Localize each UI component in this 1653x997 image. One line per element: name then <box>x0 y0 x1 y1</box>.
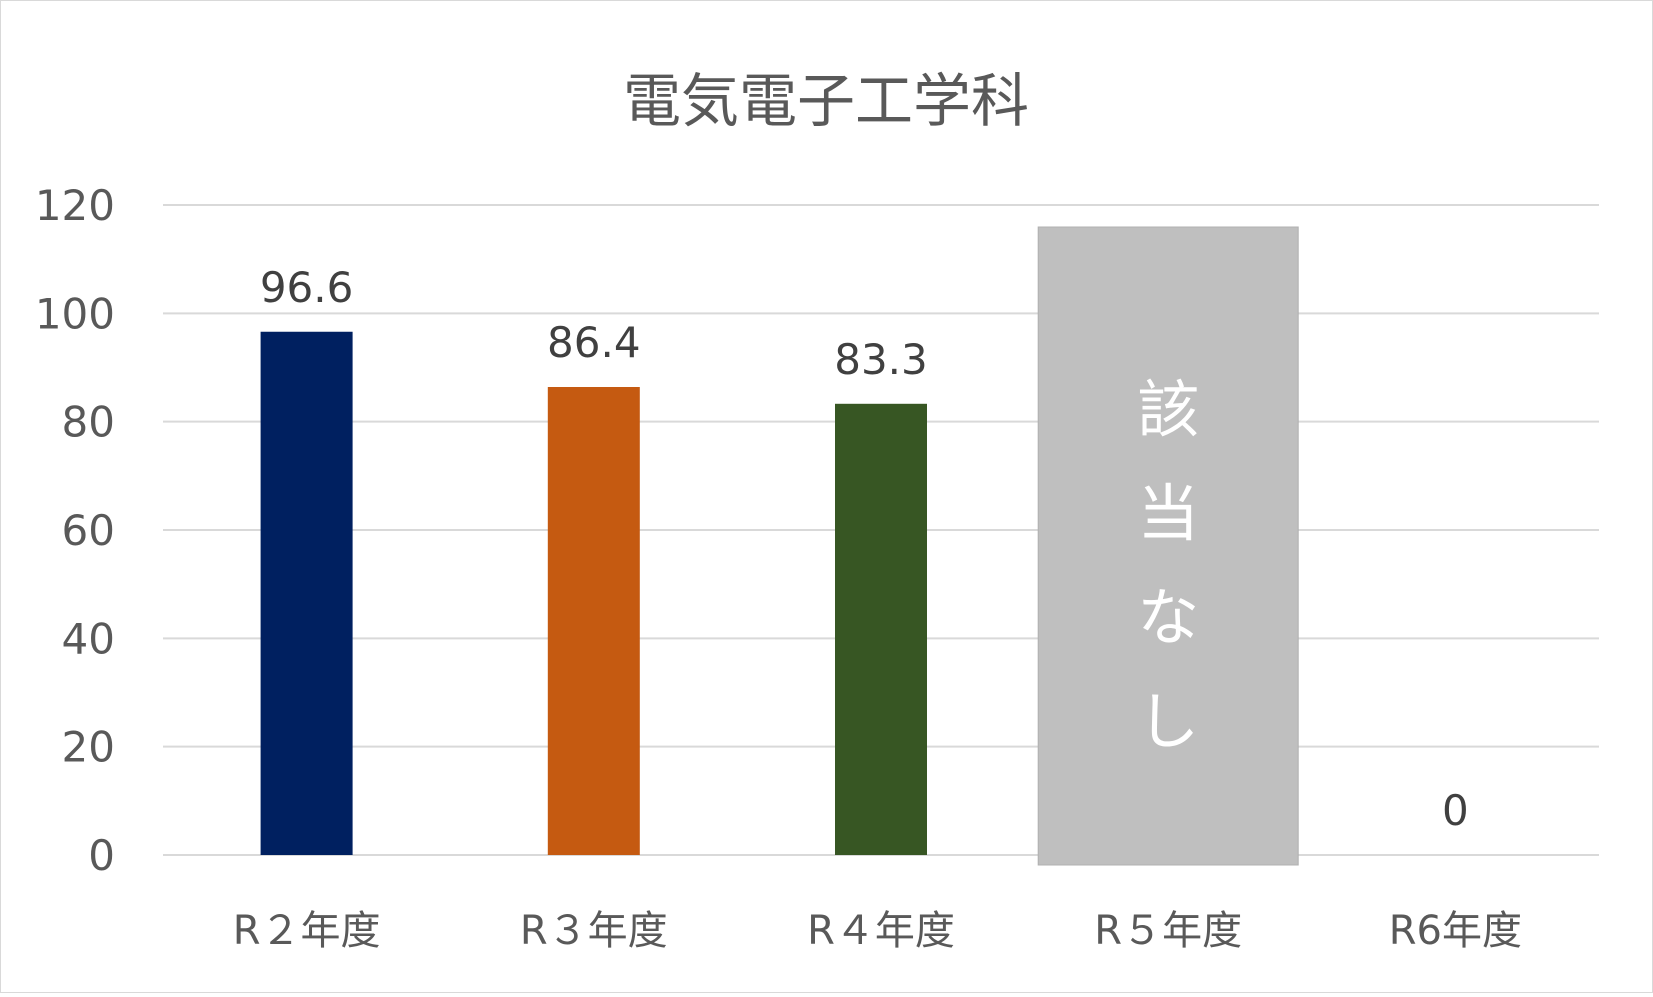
y-tick-label: 80 <box>62 398 115 447</box>
y-tick-label: 120 <box>35 181 115 230</box>
y-tick-label: 100 <box>35 289 115 338</box>
x-axis-labels: R２年度 R３年度 R４年度 R５年度 R6年度 <box>233 908 1522 954</box>
data-label: 0 <box>1442 786 1469 835</box>
bar-1 <box>547 387 640 855</box>
y-axis-ticks: 0 20 40 60 80 100 120 <box>35 181 115 880</box>
not-applicable-char: し <box>1137 685 1199 758</box>
x-tick-label: R6年度 <box>1389 908 1522 954</box>
bar-0 <box>260 331 353 855</box>
chart-title: 電気電子工学科 <box>623 67 1029 135</box>
data-label: 86.4 <box>547 318 641 367</box>
not-applicable-box <box>1037 226 1299 866</box>
not-applicable-char: 当 <box>1137 477 1199 550</box>
y-tick-label: 20 <box>62 723 115 772</box>
y-tick-label: 40 <box>62 614 115 663</box>
y-tick-label: 0 <box>88 831 115 880</box>
x-tick-label: R３年度 <box>520 908 668 954</box>
x-tick-label: R４年度 <box>807 908 955 954</box>
data-label: 83.3 <box>834 335 928 384</box>
bar-2 <box>835 403 927 855</box>
not-applicable-char: 該 <box>1137 373 1199 446</box>
bars <box>260 331 927 855</box>
not-applicable-char: な <box>1137 581 1199 654</box>
y-tick-label: 60 <box>62 506 115 555</box>
x-tick-label: R５年度 <box>1094 908 1242 954</box>
x-tick-label: R２年度 <box>233 908 381 954</box>
data-label: 96.6 <box>260 263 354 312</box>
data-labels: 96.6 86.4 83.3 0 <box>260 263 1469 835</box>
